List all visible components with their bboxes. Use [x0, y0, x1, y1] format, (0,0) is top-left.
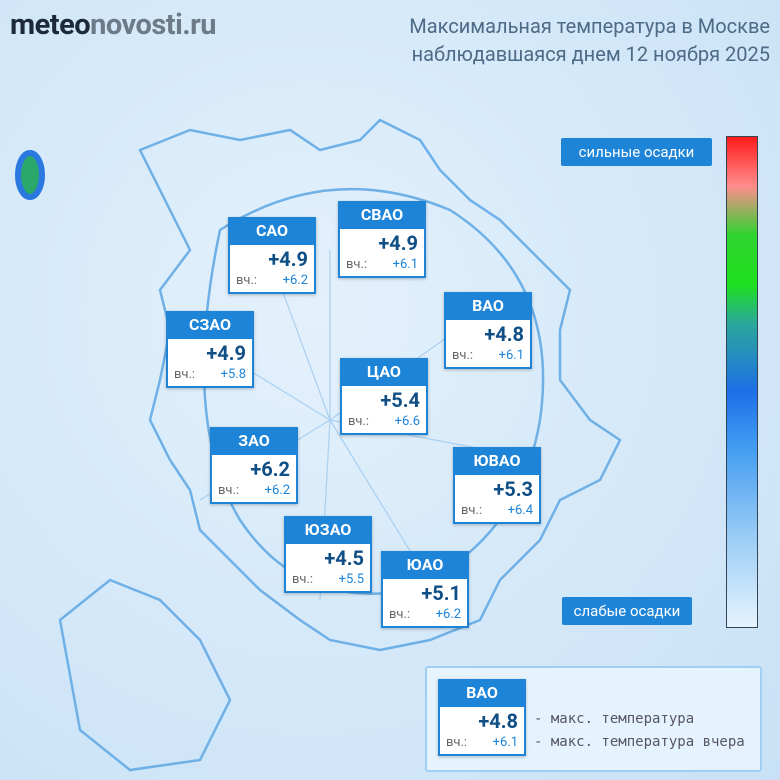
district-card: ЮВАО +5.3 вч.: +6.4 [453, 447, 541, 524]
prev-temp: +5.8 [220, 367, 246, 382]
prev-temp: +6.2 [435, 607, 461, 622]
scale-bottom-label: слабые осадки [562, 597, 692, 625]
district-name: ЦАО [340, 358, 428, 386]
prev-row: вч.: +6.6 [342, 414, 426, 433]
logo: meteonovosti.ru [10, 8, 217, 42]
district-card: ЮЗАО +4.5 вч.: +5.5 [284, 516, 372, 593]
prev-temp: +6.2 [264, 483, 290, 498]
max-temp: +4.8 [478, 709, 518, 733]
prev-label: вч.: [452, 348, 474, 363]
district-card: СЗАО +4.9 вч.: +5.8 [166, 311, 254, 388]
prev-label: вч.: [292, 572, 314, 587]
prev-row: вч.: +5.5 [286, 572, 370, 591]
prev-row: вч.: +6.4 [455, 503, 539, 522]
legend-note: - макс. температура [534, 711, 695, 727]
prev-temp: +6.4 [507, 503, 533, 518]
prev-label: вч.: [174, 367, 196, 382]
district-name: ВАО [438, 679, 526, 707]
max-temp: +6.2 [250, 457, 290, 481]
max-temp: +4.8 [484, 322, 524, 346]
max-temp: +5.4 [380, 388, 420, 412]
prev-temp: +6.1 [392, 257, 418, 272]
scale-top-label: сильные осадки [561, 138, 712, 166]
district-card: ЗАО +6.2 вч.: +6.2 [210, 427, 298, 504]
logo-prefix: meteo [10, 8, 91, 42]
prev-temp: +6.2 [282, 273, 308, 288]
precip-spot [15, 150, 45, 200]
district-card: ВАО +4.8 вч.: +6.1 [444, 292, 532, 369]
district-name: ЗАО [210, 427, 298, 455]
prev-temp: +6.1 [492, 735, 518, 750]
title: Максимальная температура в Москве наблюд… [409, 12, 770, 68]
prev-row: вч.: +6.1 [340, 257, 424, 276]
prev-row: вч.: +6.1 [440, 735, 524, 754]
prev-label: вч.: [346, 257, 368, 272]
district-card: СВАО +4.9 вч.: +6.1 [338, 201, 426, 278]
prev-row: вч.: +6.2 [212, 483, 296, 502]
district-name: СВАО [338, 201, 426, 229]
logo-suffix: novosti.ru [90, 8, 217, 42]
prev-label: вч.: [389, 607, 411, 622]
prev-temp: +5.5 [338, 572, 364, 587]
district-name: ЮАО [381, 551, 469, 579]
district-card: ЦАО +5.4 вч.: +6.6 [340, 358, 428, 435]
prev-label: вч.: [348, 414, 370, 429]
precip-scale [726, 136, 758, 628]
max-temp: +4.5 [324, 546, 364, 570]
prev-row: вч.: +6.2 [383, 607, 467, 626]
district-card: САО +4.9 вч.: +6.2 [228, 217, 316, 294]
district-card: ЮАО +5.1 вч.: +6.2 [381, 551, 469, 628]
prev-label: вч.: [236, 273, 258, 288]
title-line: наблюдавшаяся днем 12 ноября 2025 [411, 42, 770, 66]
prev-row: вч.: +6.1 [446, 348, 530, 367]
max-temp: +5.1 [421, 581, 461, 605]
prev-temp: +6.6 [394, 414, 420, 429]
district-name: ЮЗАО [284, 516, 372, 544]
max-temp: +4.9 [206, 341, 246, 365]
prev-temp: +6.1 [498, 348, 524, 363]
prev-label: вч.: [446, 735, 468, 750]
district-name: САО [228, 217, 316, 245]
prev-row: вч.: +6.2 [230, 273, 314, 292]
prev-label: вч.: [218, 483, 240, 498]
district-name: СЗАО [166, 311, 254, 339]
prev-label: вч.: [461, 503, 483, 518]
prev-row: вч.: +5.8 [168, 367, 252, 386]
district-name: ВАО [444, 292, 532, 320]
max-temp: +5.3 [493, 477, 533, 501]
district-card: ВАО +4.8 вч.: +6.1 [438, 679, 526, 756]
district-name: ЮВАО [453, 447, 541, 475]
max-temp: +4.9 [378, 231, 418, 255]
max-temp: +4.9 [268, 247, 308, 271]
title-line: Максимальная температура в Москве [409, 14, 770, 38]
legend-note: - макс. температура вчера [534, 734, 745, 750]
